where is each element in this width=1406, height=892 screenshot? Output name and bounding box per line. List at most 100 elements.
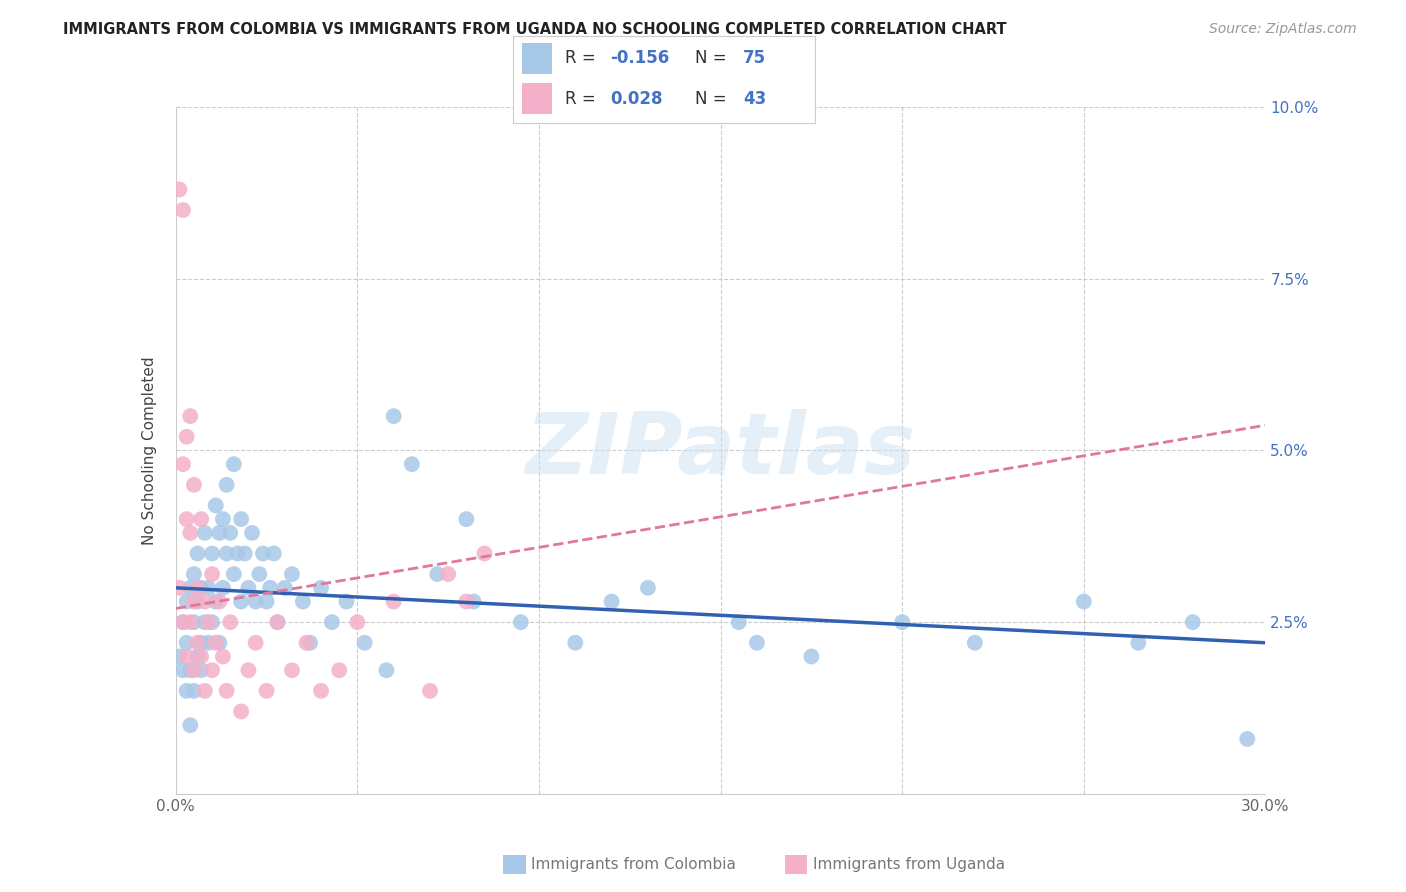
Point [240, 525, 263, 540]
Point [186, 546, 209, 561]
Point [1236, 731, 1258, 746]
Text: R =: R = [565, 89, 600, 108]
Y-axis label: No Schooling Completed: No Schooling Completed [142, 356, 157, 545]
Point [208, 594, 231, 608]
Text: Source: ZipAtlas.com: Source: ZipAtlas.com [1209, 22, 1357, 37]
Point [437, 567, 460, 582]
Point [190, 512, 212, 526]
Point [215, 683, 238, 698]
Point [226, 546, 249, 561]
Point [456, 512, 478, 526]
Point [309, 581, 332, 595]
Point [194, 615, 217, 630]
Point [190, 649, 212, 664]
Text: IMMIGRANTS FROM COLOMBIA VS IMMIGRANTS FROM UGANDA NO SCHOOLING COMPLETED CORREL: IMMIGRANTS FROM COLOMBIA VS IMMIGRANTS F… [63, 22, 1007, 37]
Point [176, 430, 198, 444]
Point [186, 636, 209, 650]
FancyBboxPatch shape [522, 83, 553, 114]
Point [382, 594, 405, 608]
Point [252, 546, 274, 561]
Text: -0.156: -0.156 [610, 49, 669, 68]
Point [183, 478, 205, 492]
Point [190, 663, 212, 677]
Point [190, 636, 212, 650]
Text: N =: N = [695, 89, 731, 108]
Point [172, 457, 194, 471]
Point [291, 594, 314, 608]
Point [426, 567, 449, 582]
Point [335, 594, 357, 608]
Point [169, 182, 191, 196]
Point [201, 663, 224, 677]
Point [186, 581, 209, 595]
Point [169, 649, 191, 664]
Point [266, 615, 288, 630]
Point [215, 546, 238, 561]
Point [259, 581, 281, 595]
Point [172, 615, 194, 630]
Point [204, 594, 226, 608]
Point [176, 512, 198, 526]
Point [281, 567, 304, 582]
Point [201, 546, 224, 561]
Point [183, 615, 205, 630]
Point [256, 683, 278, 698]
Point [382, 409, 405, 423]
Point [328, 663, 350, 677]
Text: 75: 75 [742, 49, 766, 68]
Point [274, 581, 297, 595]
Point [169, 581, 191, 595]
Text: Immigrants from Colombia: Immigrants from Colombia [531, 857, 737, 871]
Point [247, 567, 270, 582]
Point [190, 581, 212, 595]
Point [1128, 636, 1150, 650]
Point [564, 636, 586, 650]
Point [509, 615, 531, 630]
Point [745, 636, 768, 650]
Point [727, 615, 749, 630]
Point [197, 636, 219, 650]
Text: R =: R = [565, 49, 600, 68]
Point [222, 457, 245, 471]
Point [172, 663, 194, 677]
Point [231, 594, 253, 608]
Point [176, 649, 198, 664]
Point [263, 546, 285, 561]
Text: ZIPatlas: ZIPatlas [526, 409, 915, 492]
Point [353, 636, 375, 650]
Point [179, 718, 201, 732]
Point [346, 615, 368, 630]
Point [197, 615, 219, 630]
Point [456, 594, 478, 608]
Point [474, 546, 496, 561]
Point [309, 683, 332, 698]
Text: Immigrants from Uganda: Immigrants from Uganda [813, 857, 1005, 871]
Point [212, 581, 235, 595]
Point [212, 512, 235, 526]
Point [963, 636, 986, 650]
Point [186, 649, 209, 664]
Point [201, 567, 224, 582]
Point [245, 636, 267, 650]
Point [600, 594, 623, 608]
Point [891, 615, 914, 630]
Point [222, 567, 245, 582]
Point [183, 683, 205, 698]
Point [197, 581, 219, 595]
Point [637, 581, 659, 595]
Point [194, 525, 217, 540]
Point [256, 594, 278, 608]
Point [183, 594, 205, 608]
Point [172, 615, 194, 630]
Point [208, 636, 231, 650]
Point [219, 525, 242, 540]
Text: 43: 43 [742, 89, 766, 108]
Point [295, 636, 318, 650]
Point [204, 636, 226, 650]
Point [321, 615, 343, 630]
Point [194, 683, 217, 698]
FancyBboxPatch shape [522, 43, 553, 74]
Point [179, 581, 201, 595]
Point [800, 649, 823, 664]
Point [179, 615, 201, 630]
